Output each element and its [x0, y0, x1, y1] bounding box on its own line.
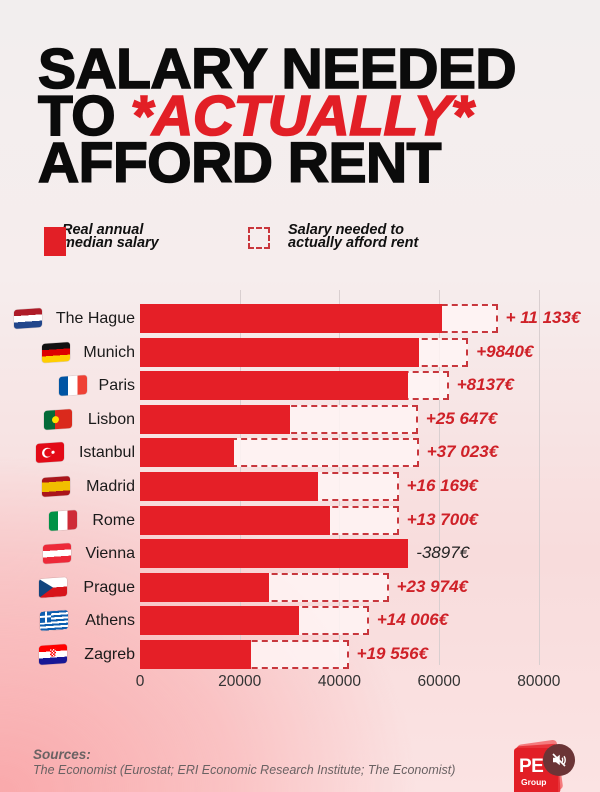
flag-italy-icon: [49, 509, 77, 531]
logo-sub: Group: [521, 777, 547, 787]
difference-label: +37 023€: [426, 442, 499, 462]
median-salary-bar: [140, 539, 409, 569]
legend-item-needed-salary: Salary needed to actually afford rent: [248, 222, 458, 251]
median-salary-bar: [140, 472, 318, 501]
title-accent: *ACTUALLY*: [130, 84, 474, 148]
sources-label: Sources:: [33, 747, 91, 762]
mute-button[interactable]: [543, 744, 575, 776]
difference-label: +13 700€: [406, 509, 479, 529]
chart-row-madrid: Madrid +16 169€: [0, 472, 600, 502]
city-label: Istanbul: [78, 444, 135, 462]
difference-label: +9840€: [476, 341, 534, 361]
difference-label: +8137€: [456, 375, 514, 395]
legend-label-median-salary: Real annual median salary: [62, 222, 159, 251]
chart-row-zagreb: Zagreb +19 556€: [0, 640, 600, 670]
flag-croatia-icon: [39, 644, 67, 665]
difference-label: +23 974€: [396, 576, 468, 596]
city-label: Athens: [85, 612, 135, 630]
median-salary-bar: [140, 505, 331, 535]
chart-row-prague: Prague +23 974€: [0, 572, 600, 603]
title-line-2-prefix: TO: [37, 84, 131, 148]
chart-row-the-hague: The Hague + 11 133€: [0, 304, 600, 334]
title-line-1: SALARY NEEDED: [37, 37, 517, 101]
chart-legend: Real annual median salary Salary needed …: [44, 222, 564, 256]
legend-item-median-salary: Real annual median salary: [44, 222, 192, 256]
median-salary-bar: [140, 404, 291, 434]
difference-label: + 11 133€: [505, 308, 581, 327]
sources-text: The Economist (Eurostat; ERI Economic Re…: [33, 763, 456, 777]
difference-label: +14 006€: [376, 610, 449, 630]
flag-turkey-icon: [36, 442, 64, 464]
chart-row-athens: Athens +14 006€: [0, 606, 600, 636]
flag-netherlands-icon: [14, 308, 42, 329]
city-label: Zagreb: [84, 646, 135, 663]
chart-row-vienna: Vienna -3897€: [0, 539, 600, 569]
median-salary-bar: [140, 640, 252, 669]
page-title: SALARY NEEDED TO *ACTUALLY* AFFORD RENT: [37, 37, 517, 195]
difference-label: -3897€: [416, 543, 470, 563]
flag-austria-icon: [43, 543, 71, 565]
median-salary-bar: [140, 304, 443, 333]
mute-icon: [552, 753, 566, 767]
bar-chart: 0 20000 40000 60000 80000 The Hague + 11 133€ M…: [0, 290, 600, 700]
city-label: Vienna: [85, 545, 135, 563]
x-tick-label: 80000: [517, 673, 561, 690]
flag-czechia-icon: [39, 576, 67, 598]
flag-germany-icon: [42, 341, 70, 363]
legend-label-needed-salary: Salary needed to actually afford rent: [288, 222, 419, 251]
median-salary-bar: [140, 572, 270, 602]
chart-row-lisbon: Lisbon +25 647€: [0, 404, 600, 435]
chart-row-paris: Paris +8137€: [0, 371, 600, 401]
flag-spain-icon: [42, 476, 70, 497]
chart-row-istanbul: Istanbul +37 023€: [0, 438, 600, 468]
x-tick-label: 40000: [317, 673, 361, 690]
city-label: Munich: [83, 343, 135, 361]
solid-swatch-icon: [44, 227, 66, 256]
median-salary-bar: [140, 438, 235, 468]
difference-label: +19 556€: [356, 644, 429, 663]
chart-row-munich: Munich +9840€: [0, 337, 600, 368]
x-tick-label: 0: [135, 673, 145, 690]
gridline: [538, 290, 540, 665]
dashed-swatch-icon: [248, 227, 270, 249]
sources: Sources: The Economist (Eurostat; ERI Ec…: [33, 747, 455, 778]
title-line-2: TO *ACTUALLY*: [37, 87, 516, 146]
median-salary-bar: [140, 371, 409, 401]
city-label: Rome: [92, 511, 135, 529]
flag-greece-icon: [40, 610, 68, 632]
city-label: Prague: [83, 578, 135, 596]
flag-france-icon: [59, 375, 87, 397]
title-line-3: AFFORD RENT: [37, 131, 442, 195]
x-tick-label: 20000: [218, 673, 262, 690]
difference-label: +25 647€: [425, 408, 498, 428]
difference-label: +16 169€: [406, 476, 478, 495]
city-label: The Hague: [55, 310, 135, 327]
chart-row-rome: Rome +13 700€: [0, 505, 600, 536]
logo-mark: PE: [519, 756, 544, 777]
median-salary-bar: [140, 606, 300, 636]
x-tick-label: 60000: [417, 673, 461, 690]
median-salary-bar: [140, 337, 420, 367]
flag-portugal-icon: [44, 408, 72, 430]
city-label: Madrid: [86, 478, 135, 495]
gridline: [439, 290, 441, 665]
city-label: Lisbon: [87, 410, 135, 428]
city-label: Paris: [98, 377, 135, 395]
